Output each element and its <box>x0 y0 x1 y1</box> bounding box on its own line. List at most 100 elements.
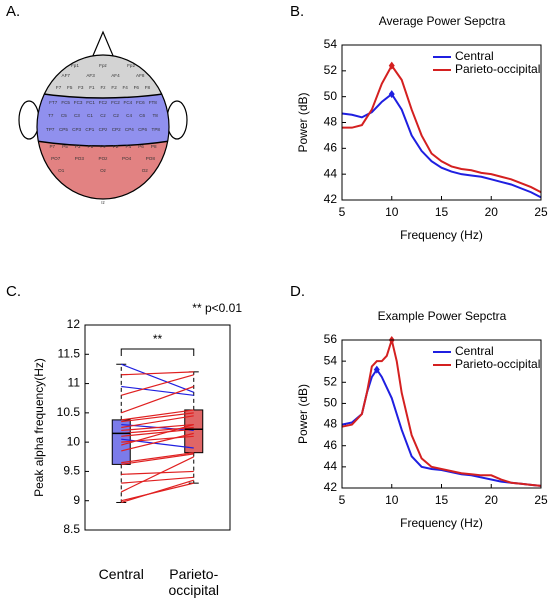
electrode-label: CP6 <box>138 127 147 132</box>
electrode-label: T8 <box>152 113 158 118</box>
electrode-label: F8 <box>145 85 151 90</box>
electrode-label: PO8 <box>146 156 156 161</box>
x-tick-label: 25 <box>534 493 548 507</box>
subject-line <box>121 452 194 464</box>
subject-line <box>120 456 195 493</box>
head <box>18 30 188 200</box>
electrode-label: P3 <box>75 144 81 149</box>
subject-line <box>121 423 194 432</box>
electrode-label: FC2 <box>111 100 120 105</box>
y-tick-label: 52 <box>324 63 338 77</box>
subject-line <box>121 371 194 376</box>
electrode-label: FCz <box>99 100 108 105</box>
electrode-label: POz <box>99 156 109 161</box>
x-tick-label: 10 <box>385 493 399 507</box>
electrode-label: P4 <box>126 144 132 149</box>
x-tick-label: 25 <box>534 205 548 219</box>
x-tick-label: 20 <box>485 493 499 507</box>
y-tick-label: 44 <box>324 459 338 473</box>
electrode-label: C4 <box>126 113 132 118</box>
electrode-label: P6 <box>138 144 144 149</box>
electrode-label: C5 <box>61 113 67 118</box>
electrode-label: FC1 <box>86 100 95 105</box>
electrode-label: CP5 <box>59 127 68 132</box>
series-line <box>341 336 542 487</box>
electrode-label: Iz <box>101 200 105 205</box>
electrode-label: CP1 <box>85 127 94 132</box>
y-axis-label: Power (dB) <box>296 384 310 444</box>
y-tick-label: 9.5 <box>63 464 80 478</box>
subject-line <box>121 409 194 421</box>
electrode-label: Fp2 <box>127 63 135 68</box>
panel-label: B. <box>290 3 304 20</box>
boundary <box>37 139 169 147</box>
y-tick-label: 46 <box>324 438 338 452</box>
electrode-label: C3 <box>74 113 80 118</box>
electrode-label: AF7 <box>62 73 71 78</box>
y-tick-label: 10 <box>67 434 81 448</box>
head-outline <box>36 54 170 200</box>
electrode-label: PO7 <box>51 156 61 161</box>
y-tick-label: 50 <box>324 89 338 103</box>
y-tick-label: 11.5 <box>58 346 81 360</box>
electrode-label: AF4 <box>111 73 120 78</box>
electrode-label: Oz <box>100 168 107 173</box>
subject-line <box>121 428 194 437</box>
series-line <box>342 63 542 194</box>
electrode-label: Fpz <box>99 63 107 68</box>
central-region <box>37 92 169 146</box>
y-tick-label: 54 <box>324 37 338 51</box>
electrode-label: O1 <box>58 168 65 173</box>
electrode-label: F3 <box>78 85 84 90</box>
chart-panel: B. 42 44 46 48 50 52 54 5 10 15 20 25 Average Power S… <box>290 3 548 242</box>
electrode-label: F7 <box>56 85 62 90</box>
electrode-label: C1 <box>87 113 93 118</box>
x-axis-label: Frequency (Hz) <box>400 228 483 242</box>
electrode-label: FC6 <box>136 100 145 105</box>
electrode-label: TP8 <box>152 127 161 132</box>
electrode-label: F6 <box>134 85 140 90</box>
electrode-label: F5 <box>67 85 73 90</box>
electrode-label: F2 <box>111 85 117 90</box>
electrode-label: P7 <box>49 144 55 149</box>
x-tick-label: 5 <box>339 205 346 219</box>
x-tick-label: 20 <box>485 205 499 219</box>
electrode-label: Fz <box>100 85 106 90</box>
y-tick-label: 46 <box>324 141 338 155</box>
left-ear <box>18 100 40 140</box>
electrode-label: CPz <box>99 127 108 132</box>
electrode-label: P5 <box>62 144 68 149</box>
significance-stars: ** <box>153 332 163 346</box>
category-label-box: Central <box>99 566 144 582</box>
y-tick-label: 52 <box>324 374 338 388</box>
x-axis-label: Frequency (Hz) <box>400 516 483 530</box>
y-tick-label: 54 <box>324 353 338 367</box>
legend-label: Parieto-occipital <box>455 357 540 371</box>
y-tick-label: 8.5 <box>63 522 80 536</box>
subject-line <box>121 476 194 484</box>
legend-label: Parieto-occipital <box>455 62 540 76</box>
electrode-label: F4 <box>123 85 129 90</box>
electrode-label: FT8 <box>149 100 158 105</box>
electrode-label: FC4 <box>124 100 133 105</box>
electrode-label: PO3 <box>75 156 85 161</box>
electrode-label: CP3 <box>72 127 81 132</box>
y-tick-label: 42 <box>324 480 338 494</box>
chart-title: Average Power Sepctra <box>379 14 506 28</box>
subject-line <box>121 432 194 452</box>
y-tick-label: 50 <box>324 396 338 410</box>
subject-line <box>121 412 194 423</box>
y-tick-label: 56 <box>324 332 338 346</box>
electrode-label: C2 <box>113 113 119 118</box>
electrode-label: F1 <box>89 85 95 90</box>
electrode-label: CP4 <box>125 127 134 132</box>
electrode-label: Pz <box>100 144 106 149</box>
subject-line <box>121 363 194 393</box>
chart-title: Example Power Sepctra <box>378 309 507 323</box>
y-tick-label: 44 <box>324 166 338 180</box>
panel-label: C. <box>6 283 21 300</box>
y-axis-label: Peak alpha frequency(Hz) <box>32 358 46 497</box>
electrode-label: Fp1 <box>71 63 79 68</box>
electrode-label: O2 <box>142 168 149 173</box>
panel-label: A. <box>6 3 20 20</box>
